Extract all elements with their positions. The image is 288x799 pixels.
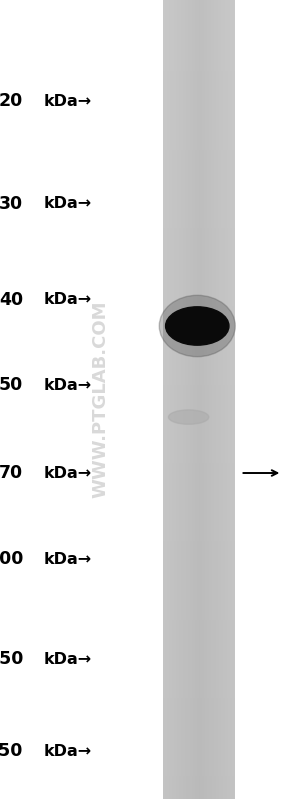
Text: kDa→: kDa→ <box>44 197 92 211</box>
Text: kDa→: kDa→ <box>44 552 92 566</box>
Text: 40: 40 <box>0 291 23 308</box>
Text: kDa→: kDa→ <box>44 378 92 392</box>
Text: kDa→: kDa→ <box>44 292 92 307</box>
Text: kDa→: kDa→ <box>44 466 92 480</box>
Text: WWW.PTGLAB.COM: WWW.PTGLAB.COM <box>92 300 110 499</box>
Text: kDa→: kDa→ <box>44 744 92 758</box>
Text: 30: 30 <box>0 195 23 213</box>
Ellipse shape <box>159 296 235 356</box>
Text: 100: 100 <box>0 551 23 568</box>
Text: 250: 250 <box>0 742 23 760</box>
Text: 70: 70 <box>0 464 23 482</box>
Text: 20: 20 <box>0 93 23 110</box>
Text: 50: 50 <box>0 376 23 394</box>
Text: kDa→: kDa→ <box>44 94 92 109</box>
Ellipse shape <box>168 410 209 424</box>
Ellipse shape <box>166 307 229 345</box>
Text: 150: 150 <box>0 650 23 668</box>
Text: kDa→: kDa→ <box>44 652 92 666</box>
